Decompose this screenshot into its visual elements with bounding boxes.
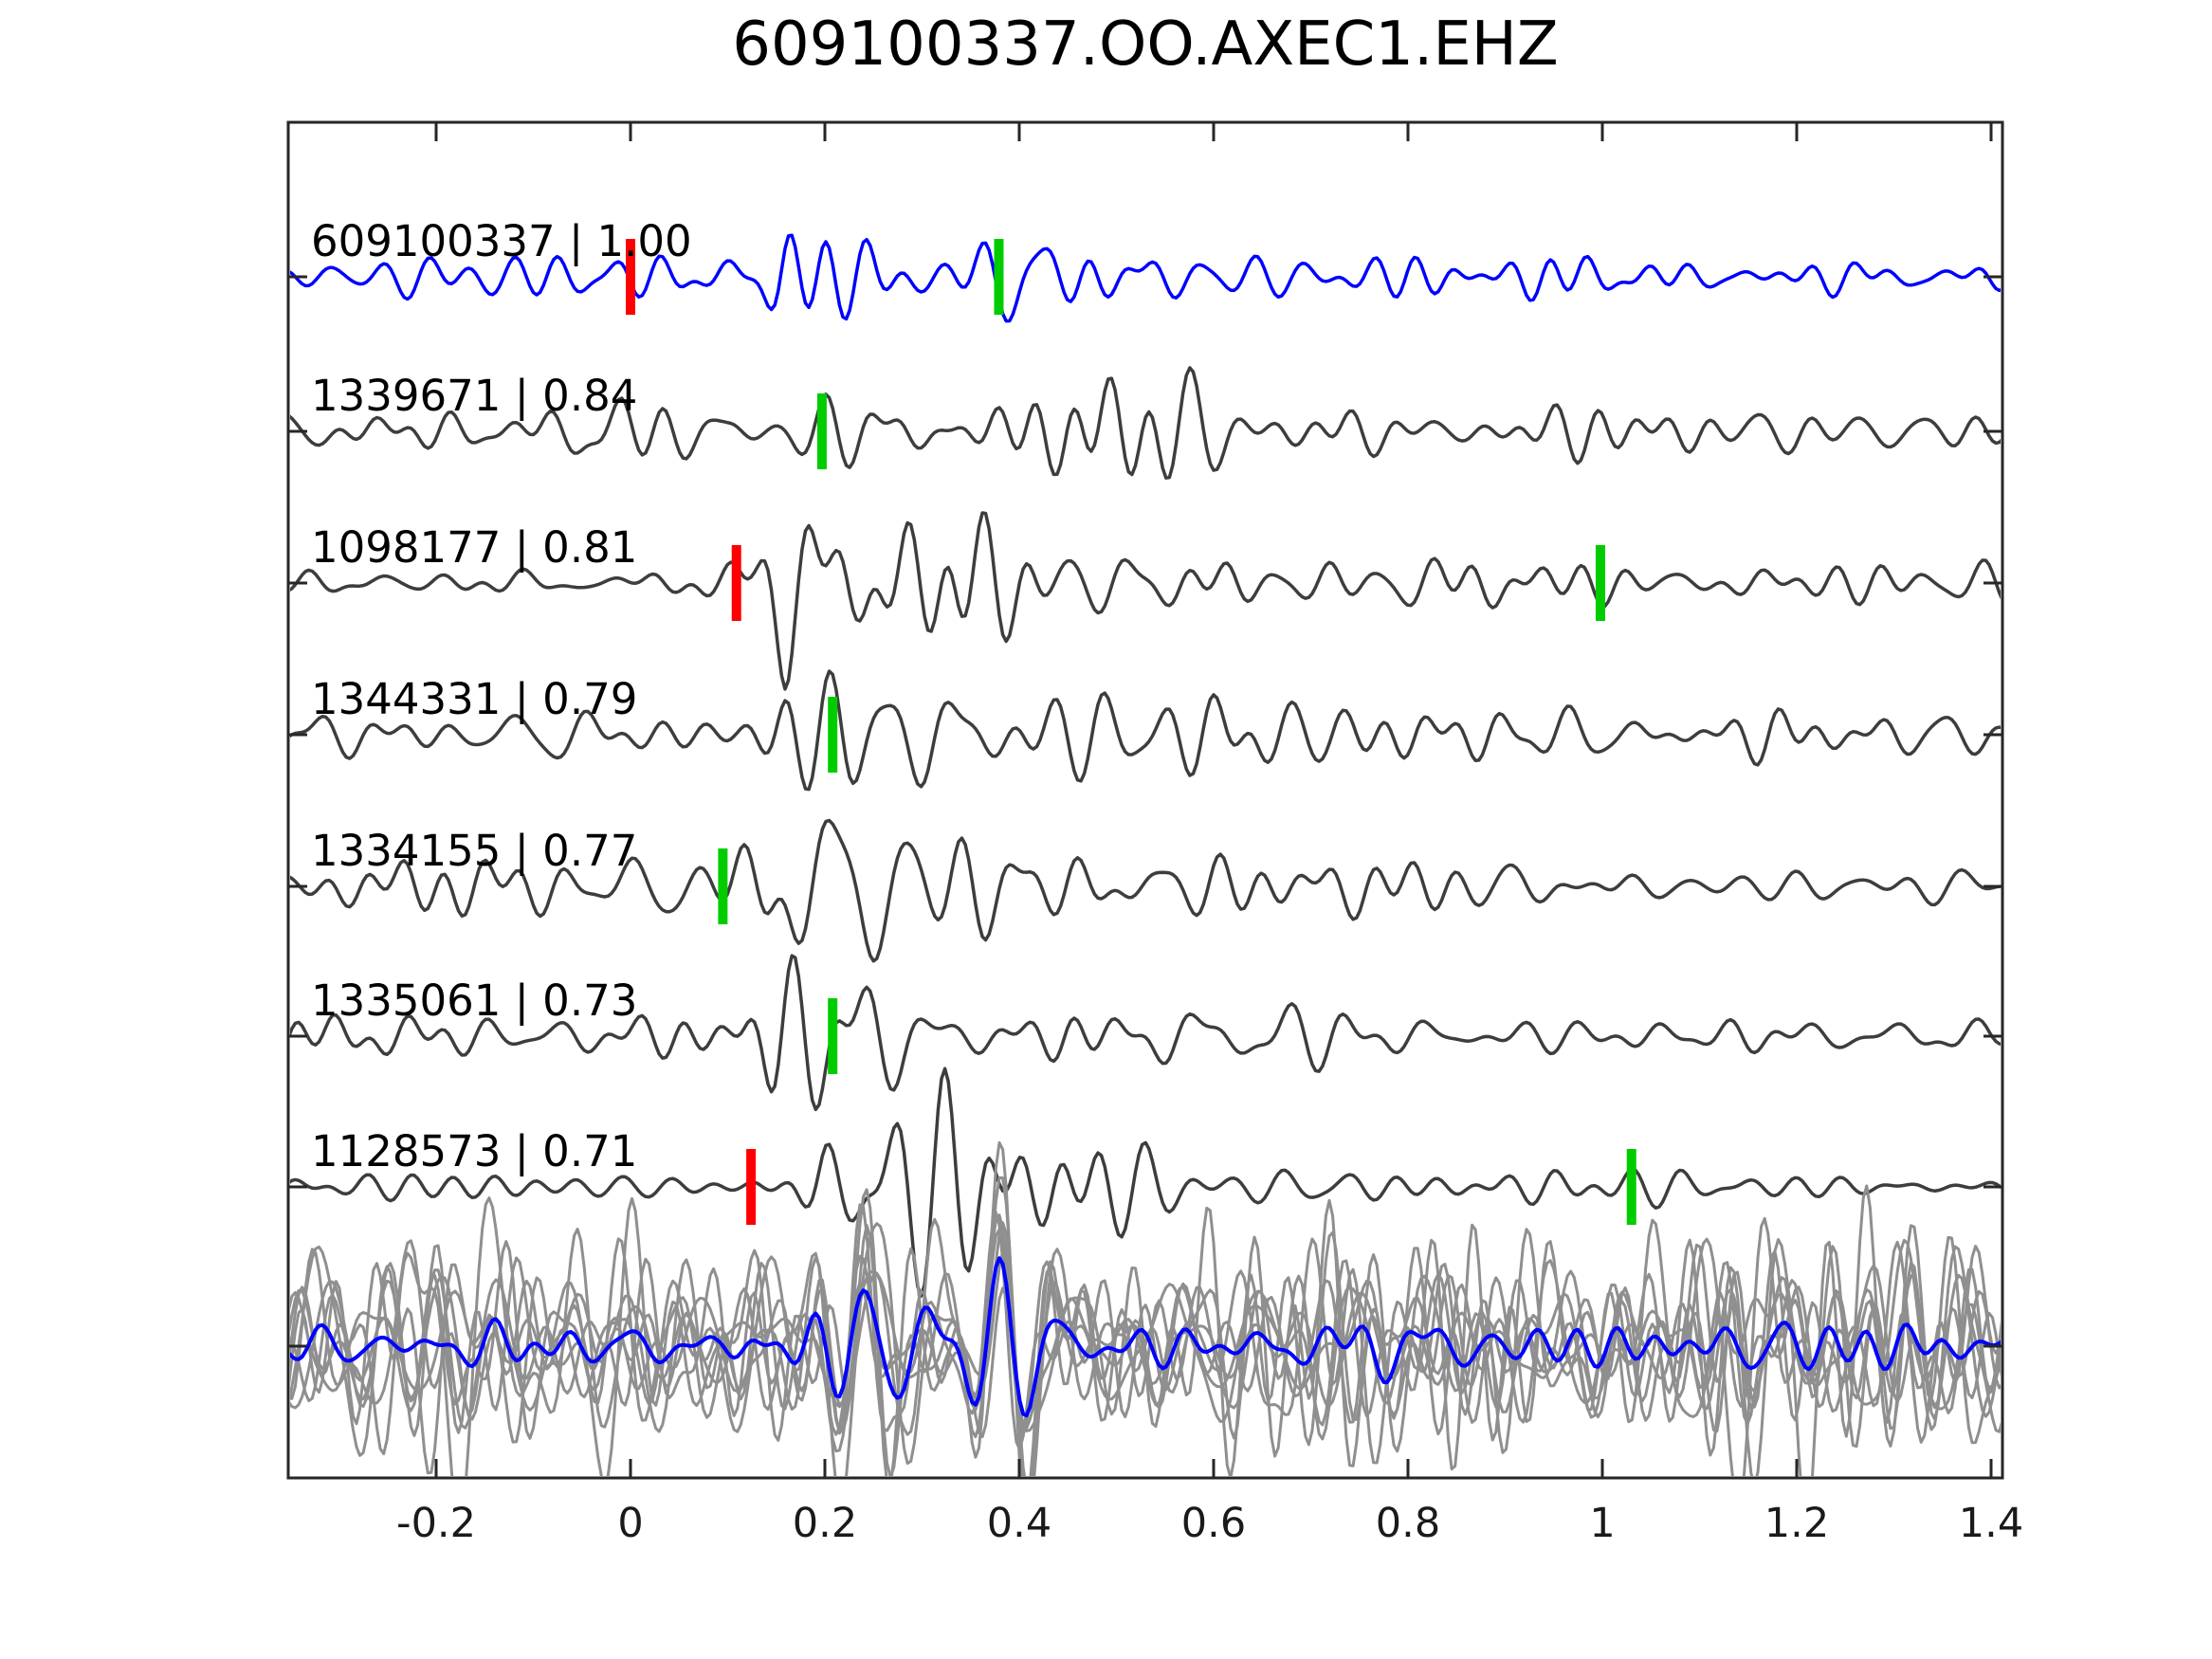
- axis-ticks-group: [288, 122, 2002, 1478]
- waveform-trace-1334155: [290, 818, 2001, 963]
- pick-marker-red: [626, 239, 635, 315]
- pick-marker-red: [731, 545, 741, 621]
- plot-border: [286, 120, 2004, 1480]
- stack-trace: [290, 1211, 2001, 1475]
- pick-marker-green: [1626, 1149, 1636, 1225]
- trace-label: 1334155 | 0.77: [311, 826, 638, 876]
- pick-marker-green: [828, 998, 838, 1074]
- stack-trace: [290, 1196, 2001, 1476]
- waveform-trace-1128573: [290, 1066, 2001, 1298]
- pick-marker-green: [718, 848, 728, 924]
- trace-label: 609100337 | 1.00: [311, 216, 692, 266]
- x-tick-label: 0.4: [986, 1500, 1052, 1547]
- stack-overlay-trace: [290, 1256, 2001, 1418]
- waveform-trace-1339671: [290, 366, 2001, 480]
- x-tick-label: 0: [617, 1500, 644, 1547]
- x-tick-label: 0.8: [1375, 1500, 1441, 1547]
- pick-marker-green: [816, 393, 827, 469]
- trace-label: 1335061 | 0.73: [311, 975, 638, 1026]
- waveform-trace-1344331: [290, 669, 2001, 792]
- x-tick-label: 0.2: [792, 1500, 858, 1547]
- pick-marker-green: [828, 697, 838, 773]
- pick-marker-green: [994, 239, 1004, 315]
- trace-label: 1128573 | 0.71: [311, 1126, 638, 1176]
- trace-label: 1344331 | 0.79: [311, 674, 638, 724]
- pick-marker-green: [1595, 545, 1605, 621]
- x-tick-label: 1: [1589, 1500, 1616, 1547]
- x-tick-label: 1.2: [1764, 1500, 1830, 1547]
- waveform-trace-609100337: [290, 233, 2001, 323]
- trace-label: 1339671 | 0.84: [311, 371, 638, 421]
- stack-trace: [290, 1140, 2001, 1476]
- trace-label: 1098177 | 0.81: [311, 522, 638, 573]
- waveform-trace-1098177: [290, 511, 2001, 691]
- waveforms-group: [290, 233, 2001, 1476]
- plot-title: 609100337.OO.AXEC1.EHZ: [732, 9, 1559, 80]
- x-tick-label: 1.4: [1958, 1500, 2024, 1547]
- x-tick-label: 0.6: [1180, 1500, 1247, 1547]
- pick-marker-red: [746, 1149, 757, 1225]
- waveform-trace-1335061: [290, 954, 2001, 1112]
- x-tick-label: -0.2: [396, 1500, 476, 1547]
- stack-trace: [290, 1188, 2001, 1476]
